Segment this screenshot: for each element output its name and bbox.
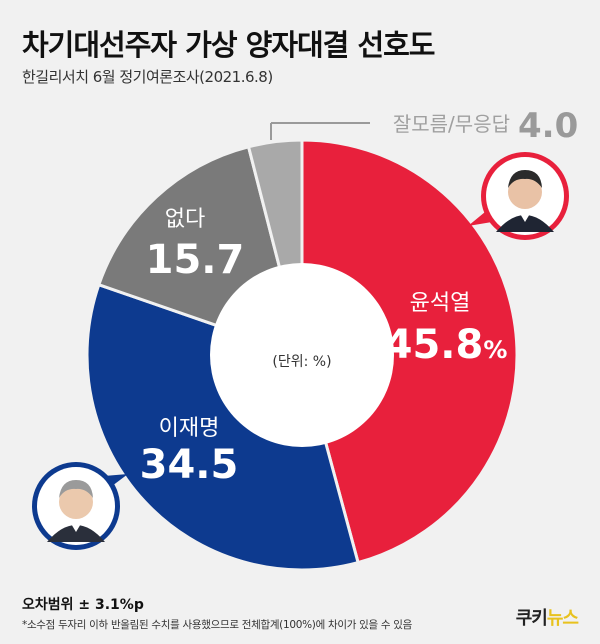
avatar-right: [468, 152, 569, 240]
person-photo-icon: [47, 480, 105, 542]
unit-label: (단위: %): [272, 354, 331, 370]
person-photo-icon: [496, 170, 554, 232]
footnote: *소수점 두자리 이하 반올림된 수치를 사용했으므로 전체합계(100%)에 …: [22, 619, 412, 631]
slice-value: 4.0: [518, 106, 578, 146]
chart-subtitle: 한길리서치 6월 정기여론조사(2021.6.8): [22, 68, 273, 86]
slice-value: 15.7: [146, 237, 245, 283]
chart-title: 차기대선주자 가상 양자대결 선호도: [22, 28, 435, 62]
slice-value: 34.5: [140, 442, 239, 488]
donut-hole: [210, 263, 394, 447]
slice-value-suffix: %: [483, 336, 507, 364]
slice-label: 잘모름/무응답: [393, 112, 510, 136]
slice-label: 이재명: [159, 416, 220, 441]
margin-of-error: 오차범위 ± 3.1%p: [22, 597, 144, 613]
avatar-left: [32, 462, 128, 550]
logo-main: 쿠키: [515, 608, 548, 629]
pie-slice: [300, 138, 519, 565]
slice-label: 없다: [165, 207, 205, 232]
logo-accent: 뉴스: [546, 608, 579, 629]
publisher-logo: 쿠키뉴스: [515, 604, 579, 630]
slice-label: 윤석열: [410, 291, 471, 316]
